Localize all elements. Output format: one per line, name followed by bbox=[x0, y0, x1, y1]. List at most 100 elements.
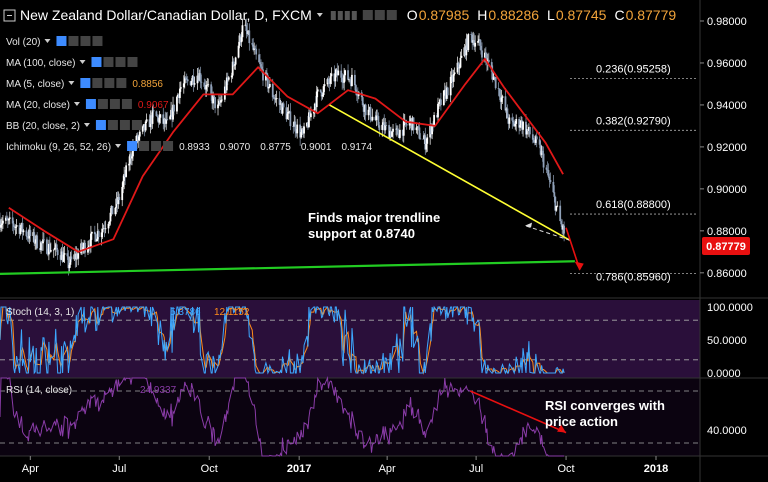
eye-icon[interactable] bbox=[362, 10, 373, 20]
close-icon[interactable] bbox=[386, 10, 397, 20]
settings-icon[interactable] bbox=[107, 120, 118, 130]
add-icon[interactable] bbox=[151, 141, 162, 151]
candle-body bbox=[397, 134, 400, 138]
candle-body bbox=[354, 85, 357, 92]
indicator-label[interactable]: BB (20, close, 2) bbox=[6, 121, 80, 132]
add-icon[interactable] bbox=[80, 36, 91, 46]
chevron-down-icon[interactable] bbox=[73, 102, 80, 106]
add-icon[interactable] bbox=[109, 99, 120, 109]
candle-body bbox=[464, 47, 467, 56]
settings-icon[interactable] bbox=[374, 10, 385, 20]
candle-body bbox=[223, 86, 226, 100]
candle-body bbox=[356, 95, 359, 97]
eye-icon[interactable] bbox=[127, 141, 138, 151]
settings-icon[interactable] bbox=[139, 141, 150, 151]
toolbar-grip-icon[interactable] bbox=[337, 11, 343, 20]
toolbar-grip-icon[interactable] bbox=[344, 11, 350, 20]
chevron-down-icon[interactable] bbox=[68, 81, 75, 85]
candle-body bbox=[75, 253, 78, 260]
candle-body bbox=[35, 235, 38, 243]
indicator-label[interactable]: MA (5, close) bbox=[6, 79, 64, 90]
fib-level-label: 0.382(0.92790) bbox=[596, 115, 671, 127]
add-icon[interactable] bbox=[115, 57, 126, 67]
candle-body bbox=[224, 86, 227, 91]
stoch-title[interactable]: Stoch (14, 3, 1) bbox=[6, 307, 74, 318]
chevron-down-icon[interactable] bbox=[83, 123, 90, 127]
settings-icon[interactable] bbox=[68, 36, 79, 46]
eye-icon[interactable] bbox=[91, 57, 102, 67]
candle-body bbox=[239, 35, 242, 43]
candle-body bbox=[266, 75, 269, 89]
candle-body bbox=[267, 87, 270, 89]
close-icon[interactable] bbox=[131, 120, 142, 130]
eye-icon[interactable] bbox=[85, 99, 96, 109]
symbol-title[interactable]: New Zealand Dollar/Canadian Dollar, D, F… bbox=[20, 7, 312, 23]
candle-body bbox=[282, 103, 285, 108]
eye-icon[interactable] bbox=[80, 78, 91, 88]
candle-body bbox=[353, 74, 356, 86]
candle-body bbox=[471, 34, 474, 43]
indicator-label[interactable]: MA (20, close) bbox=[6, 100, 70, 111]
toolbar-grip-icon[interactable] bbox=[330, 11, 336, 20]
support-line[interactable] bbox=[0, 260, 575, 275]
indicator-label[interactable]: Ichimoku (9, 26, 52, 26) bbox=[6, 142, 111, 153]
candle-body bbox=[52, 249, 55, 251]
candle-body bbox=[190, 81, 193, 86]
settings-icon[interactable] bbox=[103, 57, 114, 67]
candle-body bbox=[204, 86, 207, 90]
candle-body bbox=[34, 242, 37, 244]
candle-body bbox=[84, 242, 86, 253]
indicator-label[interactable]: MA (100, close) bbox=[6, 58, 75, 69]
toolbar-grip-icon[interactable] bbox=[351, 11, 357, 20]
candle-body bbox=[287, 111, 290, 114]
chevron-down-icon[interactable] bbox=[44, 39, 51, 43]
close-icon[interactable] bbox=[127, 57, 138, 67]
add-icon[interactable] bbox=[104, 78, 115, 88]
eye-icon[interactable] bbox=[56, 36, 67, 46]
candle-body bbox=[130, 154, 132, 159]
trendline[interactable] bbox=[329, 104, 571, 241]
candle-body bbox=[458, 67, 461, 69]
settings-icon[interactable] bbox=[97, 99, 108, 109]
price-tick-label: 0.96000 bbox=[707, 58, 747, 70]
header-tool-icons[interactable] bbox=[330, 10, 397, 20]
chevron-down-icon[interactable] bbox=[316, 13, 323, 17]
candle-body bbox=[383, 122, 386, 131]
fib-level-label: 0.786(0.85960) bbox=[596, 272, 671, 284]
chart-header[interactable]: New Zealand Dollar/Canadian Dollar, D, F… bbox=[3, 7, 676, 23]
eye-icon[interactable] bbox=[95, 120, 106, 130]
indicator-value: 0.8775 bbox=[260, 142, 291, 153]
candle-body bbox=[436, 115, 438, 118]
rsi-title[interactable]: RSI (14, close) bbox=[6, 385, 72, 396]
rsi-pane-background bbox=[0, 378, 700, 456]
candle-body bbox=[102, 228, 105, 229]
candle-body bbox=[121, 186, 124, 201]
close-icon[interactable] bbox=[121, 99, 132, 109]
candle-body bbox=[498, 88, 501, 97]
candle-body bbox=[363, 104, 366, 112]
chevron-down-icon[interactable] bbox=[115, 144, 122, 148]
candle-body bbox=[152, 110, 155, 112]
candle-body bbox=[90, 233, 92, 247]
candle-body bbox=[177, 94, 179, 97]
stoch-tick-label: 50.0000 bbox=[707, 335, 747, 347]
settings-icon[interactable] bbox=[92, 78, 103, 88]
close-icon[interactable] bbox=[92, 36, 103, 46]
candle-body bbox=[374, 116, 377, 121]
candle-body bbox=[371, 116, 374, 121]
candle-body bbox=[237, 45, 240, 58]
candle-body bbox=[118, 197, 121, 201]
close-icon[interactable] bbox=[116, 78, 127, 88]
add-icon[interactable] bbox=[119, 120, 130, 130]
candle-body bbox=[545, 167, 548, 170]
candle-body bbox=[200, 81, 203, 83]
rsi-note-line1: RSI converges with bbox=[545, 398, 665, 413]
indicator-legend[interactable]: Vol (20) MA (100, close) MA (5, close) 0.88… bbox=[6, 36, 372, 153]
close-icon[interactable] bbox=[163, 141, 174, 151]
collapse-icon[interactable] bbox=[3, 9, 16, 22]
indicator-value: 0.9067 bbox=[138, 100, 169, 111]
indicator-label[interactable]: Vol (20) bbox=[6, 37, 40, 48]
chevron-down-icon[interactable] bbox=[79, 60, 86, 64]
candlestick-series bbox=[0, 18, 566, 276]
